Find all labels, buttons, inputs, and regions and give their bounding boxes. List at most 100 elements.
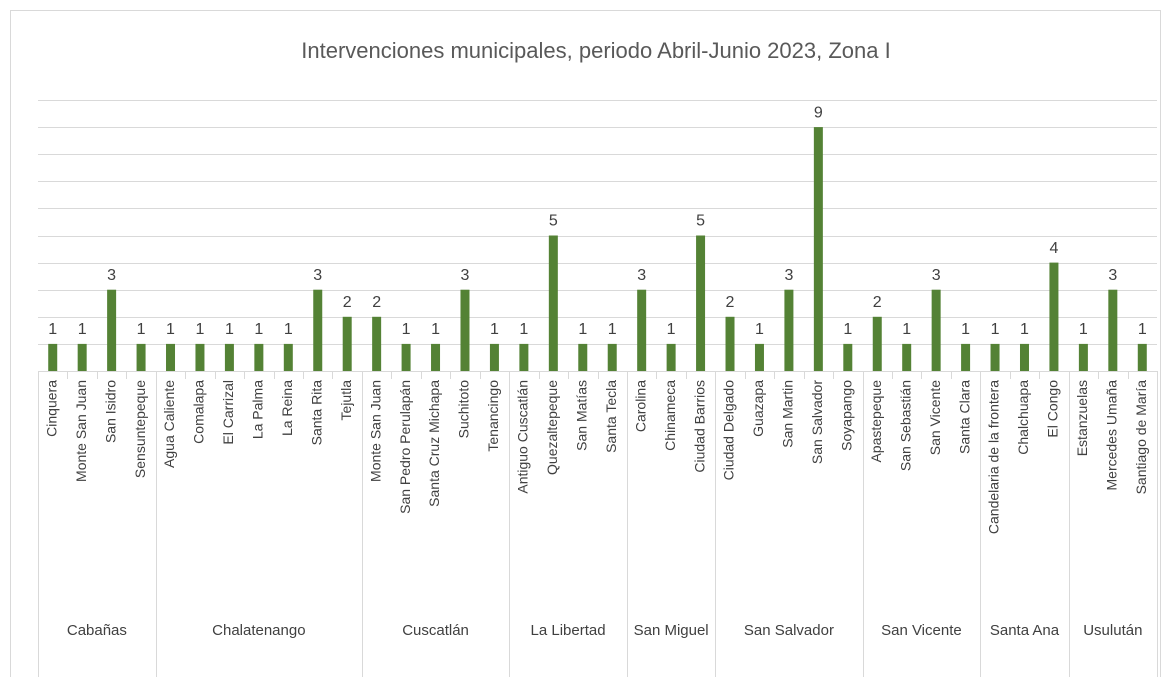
x-tick-label: San Vicente [927,380,943,455]
bar [754,343,764,371]
x-tick-label: Antiguo Cuscatlán [515,380,531,494]
group-label: San Salvador [744,622,834,639]
x-tick-label: La Reina [279,380,295,436]
bar [401,343,411,371]
data-label: 1 [667,321,676,338]
bar [48,343,58,371]
data-label: 1 [284,321,293,338]
bar [931,289,941,371]
bar [195,343,205,371]
x-tick-label: San Matías [573,380,589,451]
x-tick-label: Estanzuelas [1074,380,1090,456]
data-label: 3 [932,267,941,284]
group-label: San Miguel [634,622,709,639]
bar [342,316,352,371]
group-label: Cuscatlán [402,622,469,639]
bar [519,343,529,371]
data-label: 1 [1079,321,1088,338]
x-tick-label: San Martin [780,380,796,448]
bar [784,289,794,371]
bar [313,289,323,371]
data-label: 1 [608,321,617,338]
bar [548,235,558,371]
x-tick-label: Santa Tecla [603,380,619,453]
data-label: 2 [343,294,352,311]
x-tick-label: Santa Clara [956,380,972,454]
bar [902,343,912,371]
x-tick-label: Santa Cruz Michapa [426,380,442,507]
data-label: 3 [1108,267,1117,284]
x-tick-label: Apastepeque [868,380,884,463]
x-tick-label: Guazapa [750,380,766,437]
x-tick-label: Suchitoto [456,380,472,439]
x-tick-label: San Salvador [809,380,825,464]
x-tick-label: San Isidro [102,380,118,443]
x-tick-label: Sensuntepeque [132,380,148,478]
x-tick-label: El Congo [1045,380,1061,438]
x-tick-label: Mercedes Umaña [1104,380,1120,491]
bar [666,343,676,371]
data-label: 1 [78,321,87,338]
bar [136,343,146,371]
bar [990,343,1000,371]
x-tick-label: Santa Rita [308,380,324,446]
bar [224,343,234,371]
data-label: 5 [696,213,705,230]
x-tick-label: Santiago de María [1133,380,1149,495]
bar [489,343,499,371]
bar [725,316,735,371]
data-label: 3 [313,267,322,284]
bar [872,316,882,371]
x-tick-label: Tejutla [338,380,354,421]
data-label: 1 [490,321,499,338]
x-tick-label: Chalchuapa [1015,380,1031,455]
data-label: 1 [225,321,234,338]
chart-title: Intervenciones municipales, periodo Abri… [301,38,890,63]
x-tick-label: Monte San Juan [73,380,89,482]
data-label: 2 [873,294,882,311]
x-tick-label: La Palma [250,380,266,439]
bar [107,289,117,371]
data-label: 2 [372,294,381,311]
data-label: 1 [196,321,205,338]
data-label: 1 [578,321,587,338]
group-label: Usulután [1083,622,1142,639]
bar [637,289,647,371]
bar [696,235,706,371]
bar [254,343,264,371]
data-label: 1 [519,321,528,338]
x-tick-label: Monte San Juan [367,380,383,482]
data-label: 1 [402,321,411,338]
data-label: 1 [961,321,970,338]
chart-border [10,10,1161,677]
data-label: 4 [1049,240,1058,257]
data-label: 1 [991,321,1000,338]
x-tick-label: Agua Caliente [161,380,177,468]
bar [1078,343,1088,371]
bar [1137,343,1147,371]
group-label: San Vicente [881,622,962,639]
group-label: Chalatenango [212,622,305,639]
x-tick-label: Tenancingo [485,380,501,452]
data-label: 3 [461,267,470,284]
x-tick-label: Quezaltepeque [544,380,560,475]
bar [1108,289,1118,371]
x-tick-label: San Pedro Perulapán [397,380,413,514]
bar [166,343,176,371]
data-label: 1 [902,321,911,338]
data-label: 1 [48,321,57,338]
data-label: 3 [784,267,793,284]
data-label: 1 [755,321,764,338]
data-label: 1 [843,321,852,338]
x-tick-label: Soyapango [839,380,855,451]
bar [813,127,823,371]
bar [1049,262,1059,371]
data-label: 1 [254,321,263,338]
data-label: 5 [549,213,558,230]
x-tick-label: San Sebastián [897,380,913,471]
bar [607,343,617,371]
bar [843,343,853,371]
data-label: 1 [1020,321,1029,338]
data-label: 9 [814,104,823,121]
